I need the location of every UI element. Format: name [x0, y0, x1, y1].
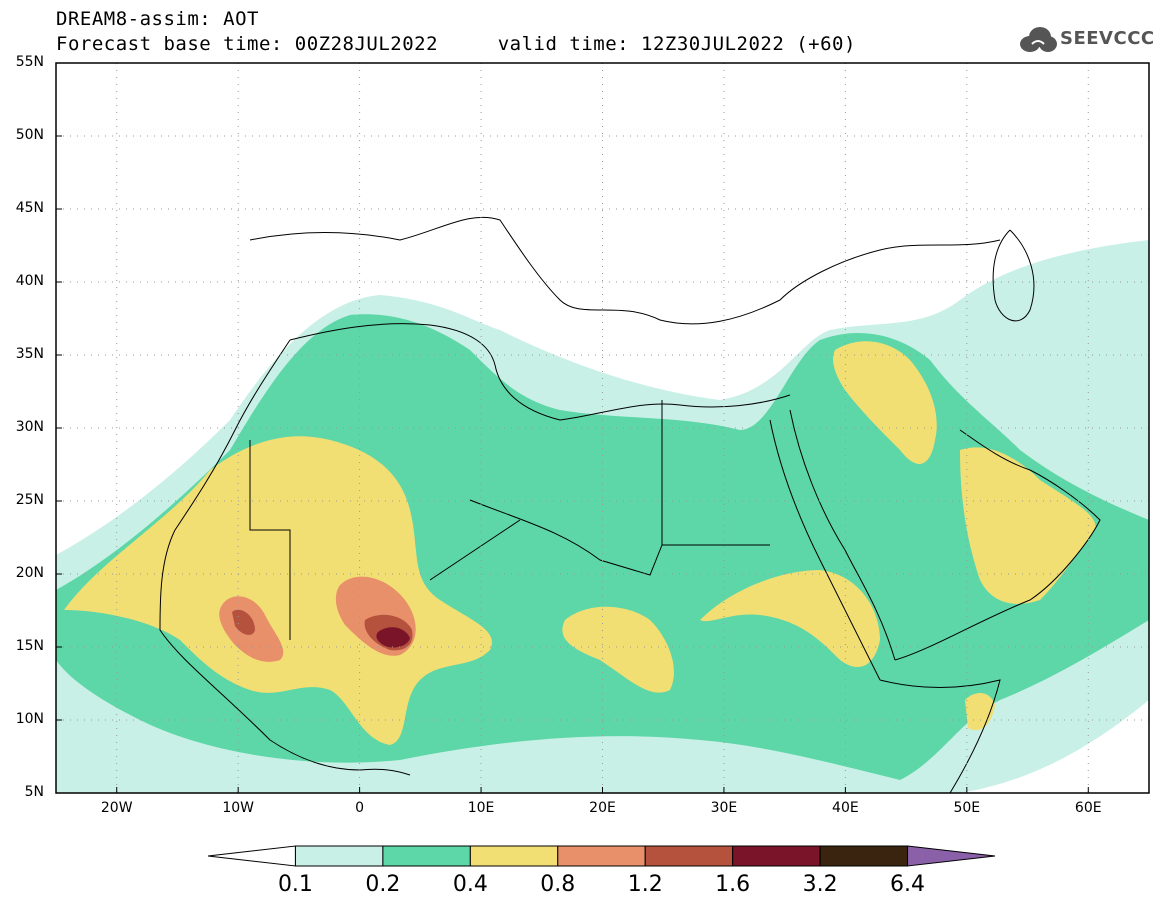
- colorbar-tick-label: 0.1: [277, 872, 313, 897]
- title-line-2: Forecast base time: 00Z28JUL2022 valid t…: [56, 33, 856, 55]
- lat-label: 45N: [15, 200, 44, 216]
- lon-label: 20E: [589, 800, 616, 816]
- axis-ticks: [56, 62, 1089, 794]
- aot-contour-1.6: [376, 627, 410, 648]
- aot-field: [56, 240, 1149, 793]
- lon-label: 20W: [100, 800, 133, 816]
- lat-label: 10N: [15, 711, 44, 727]
- lat-label: 30N: [15, 419, 44, 435]
- colorbar-tick-label: 6.4: [890, 872, 926, 897]
- colorbar-tick-label: 0.8: [540, 872, 576, 897]
- lat-label: 40N: [15, 273, 44, 289]
- lon-label: 10W: [222, 800, 254, 816]
- lat-label: 20N: [15, 565, 44, 581]
- logo-text: SEEVCCC: [1060, 28, 1155, 49]
- gridlines: [56, 63, 1149, 793]
- aot-contour-0.4-iraq: [833, 341, 937, 464]
- lat-label: 35N: [15, 346, 44, 362]
- colorbar-tick-label: 1.2: [627, 872, 663, 897]
- lon-label: 0: [355, 800, 365, 816]
- cloud-icon: [1020, 27, 1057, 52]
- lon-label: 60E: [1074, 800, 1102, 816]
- coastlines: [159, 216, 1101, 793]
- colorbar-tick-label: 0.2: [365, 872, 401, 897]
- title-line-1: DREAM8-assim: AOT: [56, 8, 259, 30]
- lat-label: 50N: [15, 127, 44, 143]
- lat-label: 5N: [24, 784, 44, 800]
- aot-contour-0.4-chad: [562, 606, 674, 693]
- lat-label: 25N: [15, 492, 44, 508]
- coastline-mediterranean: [289, 323, 791, 421]
- coastline-red-sea-east: [789, 409, 896, 661]
- coastline-red-sea-west: [769, 419, 881, 681]
- colorbar-tick-label: 0.4: [452, 872, 488, 897]
- coastline-horn: [879, 679, 1001, 793]
- lat-label: 55N: [15, 54, 44, 70]
- aot-contour-0.4-somalia: [965, 693, 995, 731]
- lon-label: 40E: [832, 800, 859, 816]
- colorbar-tick-label: 1.6: [715, 872, 751, 897]
- coastline-west-africa: [159, 339, 411, 776]
- coastline-arabia: [894, 429, 1101, 661]
- coastline-europe: [249, 216, 1001, 325]
- seevccc-logo: SEEVCCC: [1018, 22, 1158, 58]
- coastline-caspian: [992, 229, 1035, 322]
- aot-contour-0.4-sudan: [700, 570, 880, 668]
- border-sahara: [249, 400, 770, 640]
- lon-label: 30E: [710, 800, 738, 816]
- lon-label: 50E: [953, 800, 981, 816]
- aot-contour-0.4-west: [64, 436, 492, 745]
- colorbar-tick-label: 3.2: [802, 872, 838, 897]
- lon-label: 10E: [467, 800, 495, 816]
- aot-contour-0.4-arabia: [960, 447, 1096, 604]
- lat-label: 15N: [15, 638, 44, 654]
